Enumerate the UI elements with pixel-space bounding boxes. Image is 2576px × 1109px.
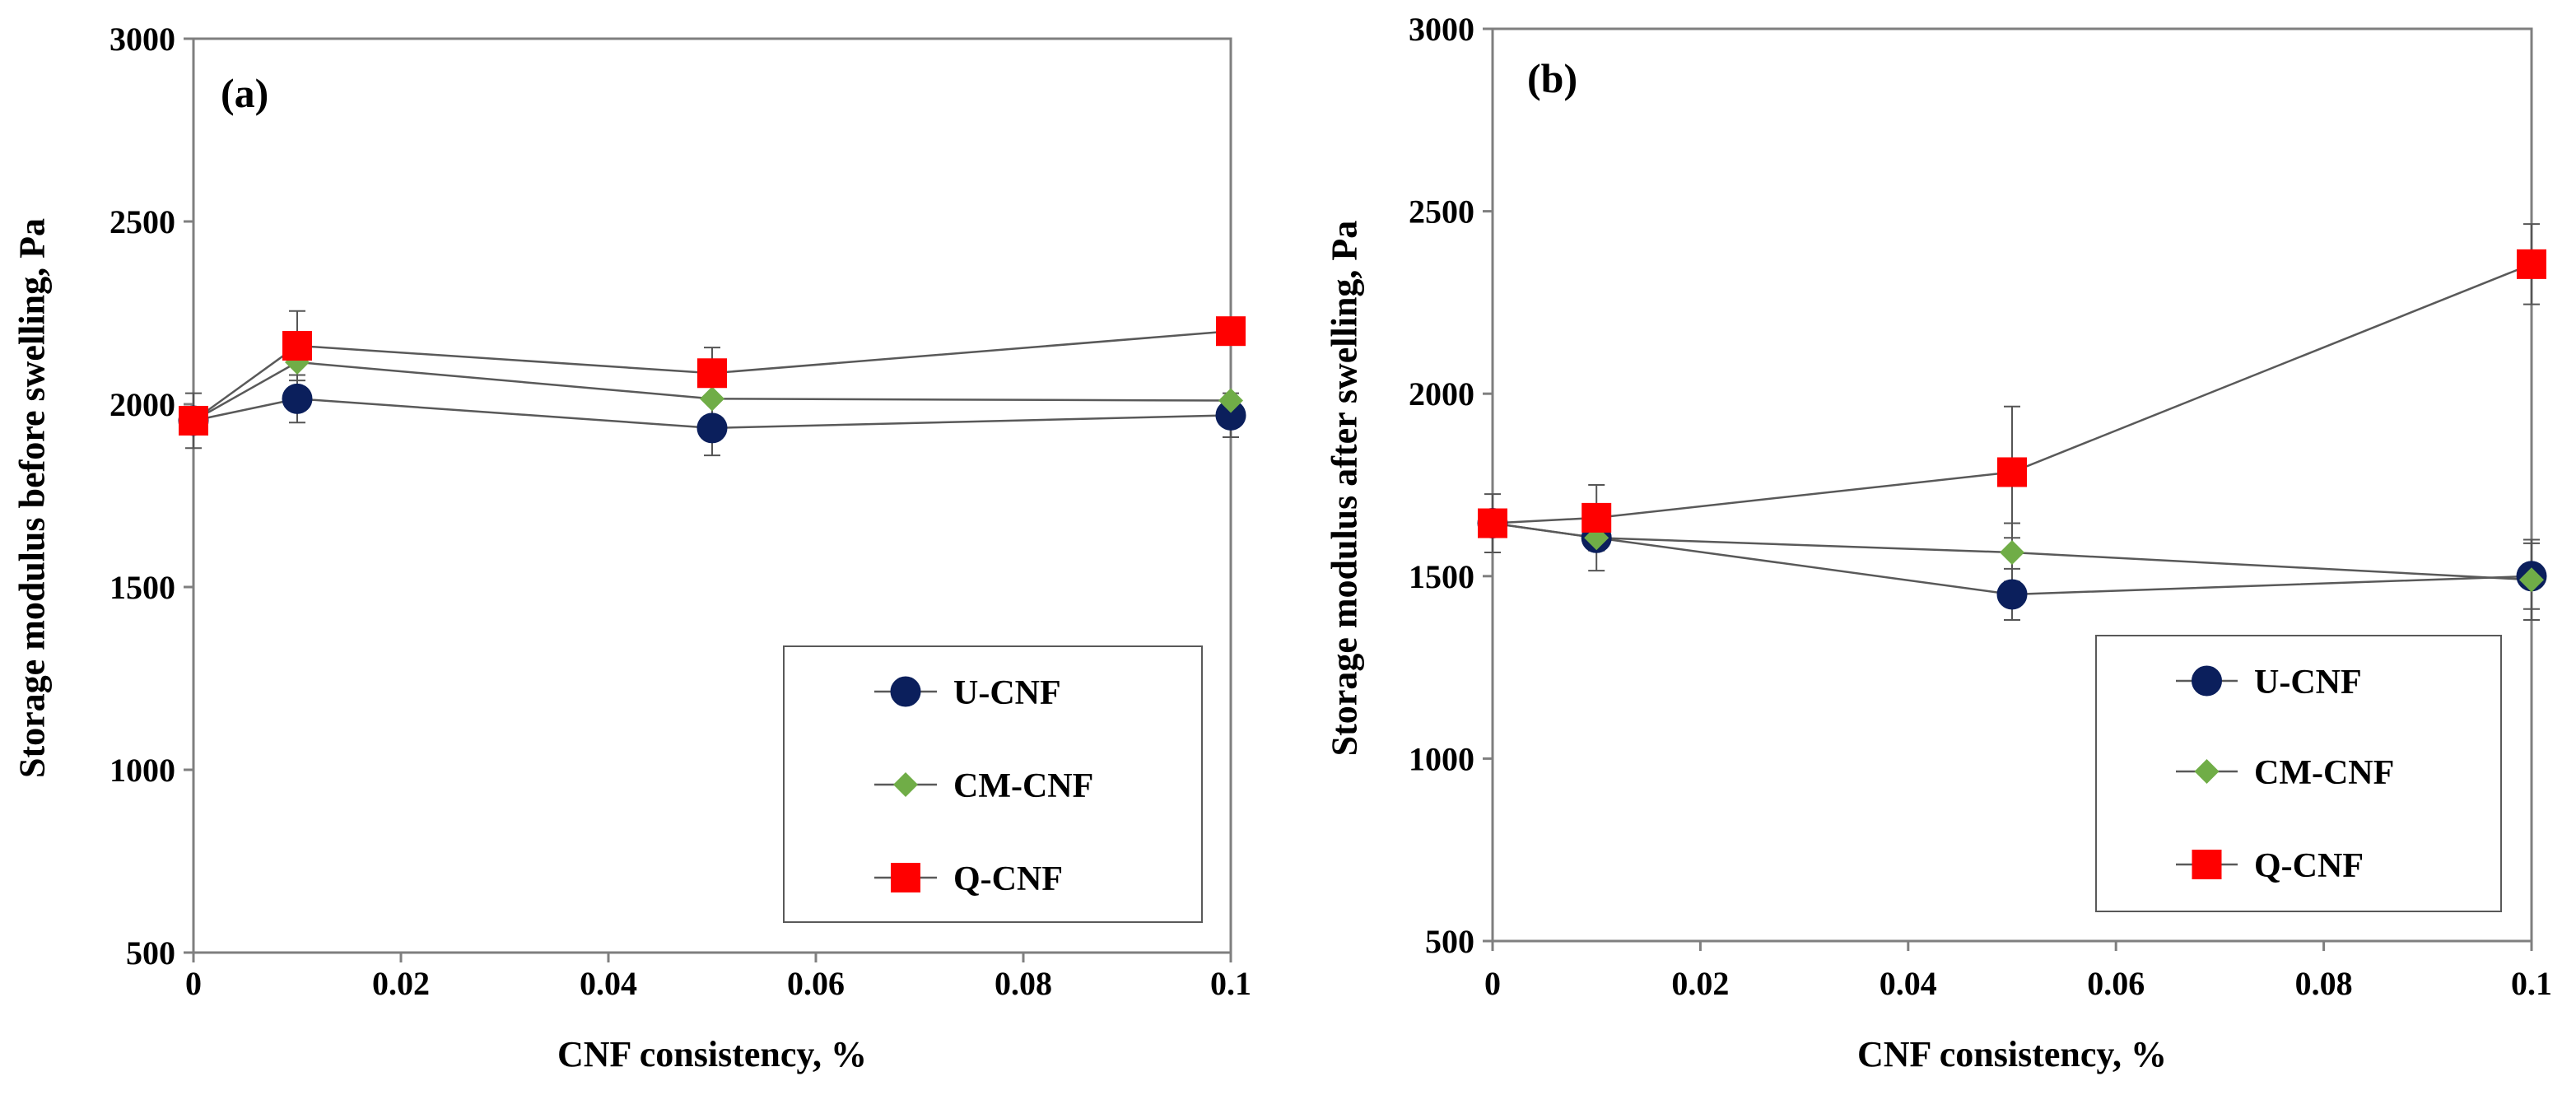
y-tick-label: 500 bbox=[1425, 923, 1474, 960]
legend-marker-q-cnf bbox=[2192, 850, 2222, 879]
y-tick-label: 2500 bbox=[1409, 193, 1474, 231]
x-tick-label: 0.08 bbox=[995, 965, 1052, 1002]
data-point-q-cnf bbox=[1216, 316, 1246, 347]
x-tick-label: 0.1 bbox=[2511, 965, 2552, 1002]
data-point-q-cnf bbox=[1997, 457, 2027, 487]
x-tick-label: 0.06 bbox=[787, 965, 845, 1002]
legend-label-q-cnf: Q-CNF bbox=[953, 860, 1063, 898]
data-point-q-cnf bbox=[697, 358, 727, 389]
series-line-q-cnf bbox=[193, 329, 1232, 422]
y-tick-label: 3000 bbox=[1409, 11, 1474, 48]
y-tick-label: 2000 bbox=[1409, 375, 1474, 412]
y-axis-title: Storage modulus before swelling, Pa bbox=[12, 218, 52, 778]
legend-label-u-cnf: U-CNF bbox=[953, 674, 1061, 712]
series-q-cnf bbox=[1484, 223, 2540, 553]
legend-label-cm-cnf: CM-CNF bbox=[2254, 754, 2394, 792]
panel-a: 500 1000 1500 2000 2500 3000 0 0.02 0.04 0.06 0.08… bbox=[12, 21, 1251, 1074]
data-point-q-cnf bbox=[2517, 249, 2546, 279]
x-tick-label: 0.02 bbox=[1671, 965, 1729, 1002]
legend-marker-u-cnf bbox=[2192, 665, 2222, 697]
x-tick-label: 0.04 bbox=[580, 965, 637, 1002]
data-point-q-cnf bbox=[282, 330, 312, 361]
data-point-u-cnf bbox=[696, 412, 728, 444]
y-tick-label: 2500 bbox=[109, 203, 175, 240]
legend-box bbox=[2095, 635, 2502, 912]
x-tick-label: 0.06 bbox=[2087, 965, 2145, 1002]
y-tick-label: 1000 bbox=[1409, 740, 1474, 777]
legend-marker-cm-cnf bbox=[2194, 759, 2220, 784]
data-point-cm-cnf bbox=[1218, 388, 1243, 413]
legend: U-CNF CM-CNF Q-CNF bbox=[2095, 635, 2502, 912]
x-tick-label: 0 bbox=[185, 965, 202, 1002]
data-point-cm-cnf bbox=[2519, 567, 2544, 593]
legend-label-q-cnf: Q-CNF bbox=[2254, 847, 2364, 885]
series-cm-cnf bbox=[193, 361, 1232, 422]
legend-marker-u-cnf bbox=[890, 676, 921, 707]
panel-b: 500 1000 1500 2000 2500 3000 0 0.02 0.04 0.06 0.08… bbox=[1324, 11, 2552, 1074]
x-tick-label: 0 bbox=[1484, 965, 1501, 1002]
data-point-u-cnf bbox=[282, 383, 313, 414]
data-point-cm-cnf bbox=[700, 386, 724, 412]
panel-label: (b) bbox=[1527, 55, 1577, 101]
series-line-cm-cnf bbox=[193, 361, 1232, 422]
legend-marker-q-cnf bbox=[891, 863, 920, 892]
data-point-q-cnf bbox=[1478, 508, 1507, 538]
panel-label: (a) bbox=[221, 70, 268, 116]
y-tick-label: 3000 bbox=[109, 21, 175, 58]
markers-q-cnf bbox=[1478, 249, 2546, 538]
y-tick-label: 1000 bbox=[109, 752, 175, 789]
x-axis-title: CNF consistency, % bbox=[557, 1034, 867, 1074]
legend-label-u-cnf: U-CNF bbox=[2254, 664, 2362, 701]
series-line-cm-cnf bbox=[1492, 522, 2532, 581]
y-tick-label: 2000 bbox=[109, 386, 175, 423]
data-point-cm-cnf bbox=[2000, 539, 2024, 565]
legend-marker-cm-cnf bbox=[893, 772, 918, 797]
plot-area bbox=[1491, 27, 2533, 943]
legend-box bbox=[783, 645, 1203, 923]
y-axis-title: Storage modulus after swelling, Pa bbox=[1324, 221, 1364, 757]
x-axis-title: CNF consistency, % bbox=[1857, 1034, 2167, 1074]
series-line-q-cnf bbox=[1492, 263, 2532, 524]
legend: U-CNF CM-CNF Q-CNF bbox=[783, 645, 1203, 923]
data-point-q-cnf bbox=[1581, 502, 1612, 533]
y-tick-label: 500 bbox=[126, 934, 175, 972]
x-tick-label: 0.02 bbox=[372, 965, 430, 1002]
data-point-q-cnf bbox=[179, 405, 208, 436]
x-tick-label: 0.1 bbox=[1210, 965, 1251, 1002]
markers-q-cnf bbox=[179, 316, 1246, 436]
plot-area bbox=[192, 37, 1232, 954]
data-point-u-cnf bbox=[1996, 579, 2028, 610]
x-tick-label: 0.04 bbox=[1880, 965, 1937, 1002]
series-line-u-cnf bbox=[193, 398, 1232, 430]
y-tick-label: 1500 bbox=[109, 569, 175, 606]
y-tick-label: 1500 bbox=[1409, 558, 1474, 595]
legend-label-cm-cnf: CM-CNF bbox=[953, 767, 1093, 805]
x-tick-label: 0.08 bbox=[2295, 965, 2353, 1002]
